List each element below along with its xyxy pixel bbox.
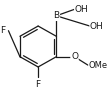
Text: O: O [71,52,78,61]
Text: OH: OH [90,22,104,31]
Text: F: F [36,80,41,89]
Text: OH: OH [75,5,88,14]
Text: F: F [0,26,6,35]
Text: OMe: OMe [89,61,108,70]
Text: B: B [53,11,59,20]
